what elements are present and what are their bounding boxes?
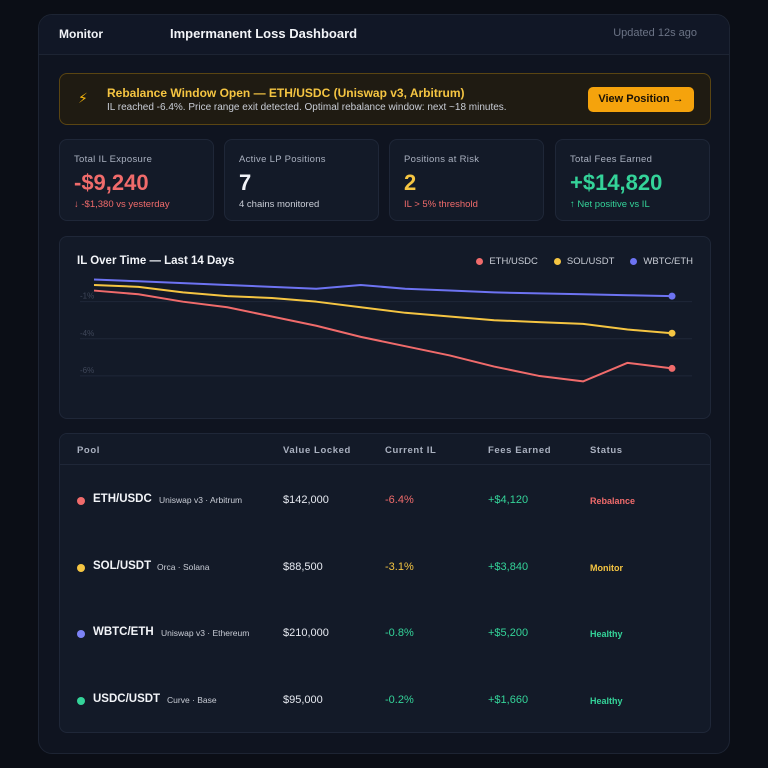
alert-title: Rebalance Window Open — ETH/USDC (Uniswa… xyxy=(107,86,465,100)
pool-chain: Curve · Base xyxy=(167,695,217,705)
view-position-button[interactable]: View Position → xyxy=(588,87,694,112)
status-badge: Healthy xyxy=(590,696,623,706)
column-header-pool[interactable]: Pool xyxy=(77,445,100,456)
column-header-status[interactable]: Status xyxy=(590,445,623,456)
stat-label: Total IL Exposure xyxy=(74,154,153,165)
pool-name: SOL/USDT xyxy=(93,560,152,572)
pool-chain: Orca · Solana xyxy=(157,562,210,572)
series-line-sol-usdt xyxy=(93,284,673,335)
status-badge: Healthy xyxy=(590,629,623,639)
stat-card-total-il: Total IL Exposure -$9,240 ↓ -$1,380 vs y… xyxy=(59,139,214,221)
fees-earned: +$3,840 xyxy=(488,561,529,573)
top-bar: Monitor Impermanent Loss Dashboard Updat… xyxy=(39,15,729,55)
status-badge: Monitor xyxy=(590,563,623,573)
chart-title: IL Over Time — Last 14 Days xyxy=(77,255,235,267)
stat-value: 7 xyxy=(239,170,252,195)
lightning-icon: ⚡ xyxy=(78,90,88,106)
pool-name: USDC/USDT xyxy=(93,693,161,705)
status-badge: Rebalance xyxy=(590,496,636,506)
stat-value: -$9,240 xyxy=(74,170,149,195)
il-line-chart: -6% -4% -1% xyxy=(80,278,692,383)
rebalance-alert: ⚡ Rebalance Window Open — ETH/USDC (Unis… xyxy=(59,73,711,125)
pool-name: WBTC/ETH xyxy=(93,626,154,638)
il-chart-panel: -6% -4% -1% IL Over Time — Last 14 Days ET… xyxy=(59,236,711,419)
series-endpoint[interactable] xyxy=(668,292,676,300)
chart-legend: ETH/USDC SOL/USDT WBTC/ETH xyxy=(476,256,693,267)
stat-value: 2 xyxy=(404,170,417,195)
stat-subtext: ↓ -$1,380 vs yesterday xyxy=(74,199,170,210)
current-il: -6.4% xyxy=(385,494,414,506)
table-row[interactable]: SOL/USDT Orca · Solana $88,500 -3.1% +$3… xyxy=(60,533,710,600)
table-header: Pool Value Locked Current IL Fees Earned… xyxy=(60,434,710,465)
pool-name: ETH/USDC xyxy=(93,493,152,505)
legend-label: WBTC/ETH xyxy=(643,256,693,267)
legend-dot xyxy=(630,258,638,265)
series-line-eth-usdc xyxy=(93,289,673,383)
pool-chain: Uniswap v3 · Arbitrum xyxy=(159,495,243,505)
legend-dot xyxy=(476,258,484,265)
column-header-value-locked[interactable]: Value Locked xyxy=(283,445,351,456)
stat-value: +$14,820 xyxy=(570,170,663,195)
column-header-fees-earned[interactable]: Fees Earned xyxy=(488,445,552,456)
value-locked: $88,500 xyxy=(283,561,323,573)
value-locked: $95,000 xyxy=(283,694,323,706)
stat-subtext: ↑ Net positive vs IL xyxy=(570,199,650,210)
current-il: -0.2% xyxy=(385,694,414,706)
stat-subtext: IL > 5% threshold xyxy=(404,199,478,210)
column-header-current-il[interactable]: Current IL xyxy=(385,445,437,456)
value-locked: $142,000 xyxy=(283,494,329,506)
current-il: -3.1% xyxy=(385,561,414,573)
table-row[interactable]: ETH/USDC Uniswap v3 · Arbitrum $142,000 … xyxy=(60,466,710,533)
legend-dot xyxy=(553,258,561,265)
table-row[interactable]: WBTC/ETH Uniswap v3 · Ethereum $210,000 … xyxy=(60,599,710,666)
dashboard-window: Monitor Impermanent Loss Dashboard Updat… xyxy=(38,14,730,754)
brand-label[interactable]: Monitor xyxy=(59,27,103,41)
stat-card-positions-at-risk: Positions at Risk 2 IL > 5% threshold xyxy=(389,139,544,221)
stat-card-active-positions: Active LP Positions 7 4 chains monitored xyxy=(224,139,379,221)
stat-label: Positions at Risk xyxy=(404,154,480,165)
legend-item-wbtc-eth[interactable]: WBTC/ETH xyxy=(630,256,693,267)
pool-color-dot xyxy=(77,630,85,638)
stat-label: Total Fees Earned xyxy=(570,154,653,165)
pool-color-dot xyxy=(77,697,85,705)
series-endpoint[interactable] xyxy=(668,364,676,372)
page-title: Impermanent Loss Dashboard xyxy=(170,26,358,41)
fees-earned: +$1,660 xyxy=(488,694,529,706)
pool-color-dot xyxy=(77,564,85,572)
legend-label: SOL/USDT xyxy=(566,256,615,267)
table-row[interactable]: USDC/USDT Curve · Base $95,000 -0.2% +$1… xyxy=(60,666,710,732)
series-endpoint[interactable] xyxy=(668,329,676,337)
fees-earned: +$4,120 xyxy=(488,494,529,506)
positions-table: Pool Value Locked Current IL Fees Earned… xyxy=(59,433,711,733)
alert-text: IL reached -6.4%. Price range exit detec… xyxy=(107,102,507,113)
y-tick-label: -1% xyxy=(80,292,94,301)
value-locked: $210,000 xyxy=(283,627,329,639)
pool-chain: Uniswap v3 · Ethereum xyxy=(161,628,250,638)
y-tick-label: -6% xyxy=(80,366,94,375)
stat-subtext: 4 chains monitored xyxy=(239,199,320,210)
stat-label: Active LP Positions xyxy=(239,154,326,165)
legend-label: ETH/USDC xyxy=(489,256,538,267)
updated-timestamp: Updated 12s ago xyxy=(613,27,697,39)
legend-item-sol-usdt[interactable]: SOL/USDT xyxy=(553,256,615,267)
y-tick-label: -4% xyxy=(80,329,94,338)
current-il: -0.8% xyxy=(385,627,414,639)
series-line-wbtc-eth xyxy=(93,278,673,298)
fees-earned: +$5,200 xyxy=(488,627,529,639)
pool-color-dot xyxy=(77,497,85,505)
legend-item-eth-usdc[interactable]: ETH/USDC xyxy=(476,256,538,267)
stat-card-total-fees: Total Fees Earned +$14,820 ↑ Net positiv… xyxy=(555,139,710,221)
